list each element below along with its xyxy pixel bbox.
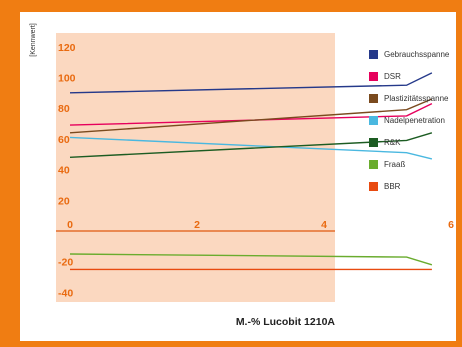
x-axis-label: M.-% Lucobit 1210A <box>236 316 336 328</box>
y-tick-label: 80 <box>58 103 70 115</box>
y-axis-label: [Kennwert] <box>30 23 37 57</box>
legend-item: BBR <box>369 175 459 197</box>
legend-label: R&K <box>384 137 401 147</box>
legend-item: Fraaß <box>369 153 459 175</box>
y-tick-label: -20 <box>58 257 73 269</box>
legend-label: Plastizitätsspanne <box>384 93 449 103</box>
x-tick-label: 2 <box>194 219 200 231</box>
x-tick-label: 6 <box>448 219 454 231</box>
chart-legend: Gebrauchsspanne DSR Plastizitätsspanne Nade… <box>369 43 459 197</box>
legend-swatch <box>369 115 378 125</box>
legend-label: BBR <box>384 181 401 191</box>
legend-swatch <box>369 71 378 81</box>
plot-area <box>56 33 335 302</box>
y-tick-label: 40 <box>58 165 70 177</box>
frame-right <box>456 0 462 347</box>
series-line-nadelpenetration <box>69 136 433 160</box>
legend-swatch <box>369 137 378 147</box>
series-line-fraa- <box>69 253 433 266</box>
legend-label: Fraaß <box>384 159 406 169</box>
x-tick-label: 0 <box>67 219 73 231</box>
legend-swatch <box>369 93 378 103</box>
legend-swatch <box>369 159 378 169</box>
frame-top <box>0 0 462 12</box>
legend-swatch <box>369 181 378 191</box>
legend-swatch <box>369 49 378 59</box>
y-tick-label: 120 <box>58 42 76 54</box>
legend-item: Gebrauchsspanne <box>369 43 459 65</box>
legend-item: Plastizitätsspanne <box>369 87 459 109</box>
y-tick-label: 60 <box>58 134 70 146</box>
series-line-r-k <box>69 132 433 158</box>
frame-bottom <box>0 341 462 347</box>
series-line-gebrauchsspanne <box>69 72 433 94</box>
legend-label: DSR <box>384 71 401 81</box>
x-tick-label: 4 <box>321 219 327 231</box>
legend-item: DSR <box>369 65 459 87</box>
frame-left <box>0 0 20 347</box>
legend-item: R&K <box>369 131 459 153</box>
series-line-plastizit-tsspanne <box>69 98 433 134</box>
series-line-dsr <box>69 102 433 126</box>
legend-label: Gebrauchsspanne <box>384 49 450 59</box>
y-tick-label: -40 <box>58 287 73 299</box>
y-tick-label: 20 <box>58 195 70 207</box>
y-tick-label: 100 <box>58 73 76 85</box>
legend-label: Nadelpenetration <box>384 115 445 125</box>
legend-item: Nadelpenetration <box>369 109 459 131</box>
